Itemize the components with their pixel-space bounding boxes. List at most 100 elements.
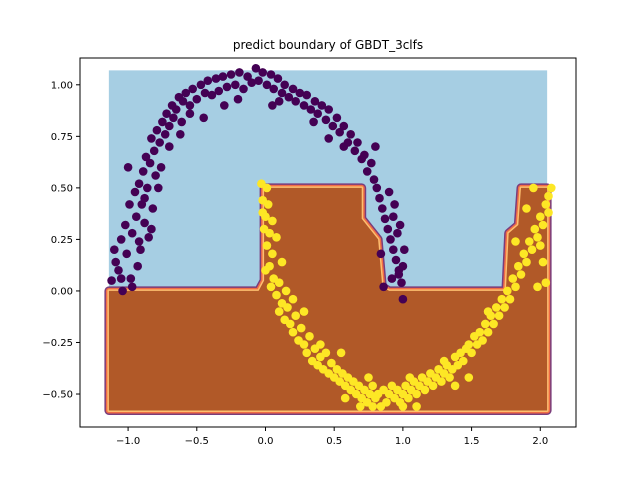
data-point-class0 xyxy=(372,183,382,193)
axes-frame xyxy=(79,57,577,428)
data-point-class1 xyxy=(536,241,545,250)
data-point-class0 xyxy=(185,109,195,118)
data-point-class1 xyxy=(299,340,309,349)
y-tick-label: 1.00 xyxy=(51,80,73,91)
data-point-class1 xyxy=(272,290,281,300)
data-point-class0 xyxy=(310,97,320,106)
x-tick-label: −1.0 xyxy=(116,436,140,447)
data-point-class0 xyxy=(268,101,277,110)
x-tick-label: 0.0 xyxy=(258,436,274,447)
y-axis-ticks: −0.50 −0.25 0.00 0.25 0.50 0.75 1.00 xyxy=(42,80,80,401)
data-point-class1 xyxy=(527,245,537,254)
data-point-class0 xyxy=(140,218,149,228)
data-point-class1 xyxy=(489,319,498,329)
data-point-class0 xyxy=(375,193,384,203)
data-point-class0 xyxy=(147,134,156,143)
data-point-class0 xyxy=(127,228,137,238)
data-point-class1 xyxy=(483,327,493,337)
data-point-class1 xyxy=(541,278,551,288)
data-point-class1 xyxy=(483,307,493,316)
data-point-class0 xyxy=(207,90,217,100)
data-point-class0 xyxy=(288,84,298,94)
data-point-class0 xyxy=(395,220,405,230)
data-point-class1 xyxy=(536,212,545,221)
data-point-class0 xyxy=(149,146,159,156)
data-point-class0 xyxy=(136,245,145,254)
x-axis-ticks: −1.0 −0.5 0.0 0.5 1.0 1.5 2.0 xyxy=(116,427,548,447)
data-point-class0 xyxy=(339,121,349,131)
data-point-class0 xyxy=(391,255,401,265)
data-point-class1 xyxy=(505,294,515,304)
data-point-class0 xyxy=(145,158,155,168)
data-point-class0 xyxy=(220,101,229,110)
data-point-class0 xyxy=(254,76,263,85)
data-point-class1 xyxy=(263,200,273,209)
data-point-class0 xyxy=(383,224,393,234)
data-point-class0 xyxy=(111,257,120,267)
data-point-class1 xyxy=(538,257,548,267)
data-point-class0 xyxy=(269,84,279,94)
data-point-class0 xyxy=(130,187,140,197)
data-point-class0 xyxy=(258,68,268,77)
data-point-class0 xyxy=(200,88,210,98)
data-point-class0 xyxy=(397,278,406,288)
data-point-class0 xyxy=(239,84,248,94)
y-tick-label: 0.50 xyxy=(51,183,73,194)
data-point-class0 xyxy=(321,115,331,125)
data-point-class1 xyxy=(522,204,531,213)
data-point-class1 xyxy=(340,393,350,403)
data-point-class1 xyxy=(268,216,277,226)
data-point-class0 xyxy=(160,130,170,139)
data-point-class0 xyxy=(133,261,142,271)
class1-region xyxy=(108,187,548,411)
data-point-class0 xyxy=(262,80,272,90)
x-tick-label: 1.5 xyxy=(464,436,480,447)
data-point-class1 xyxy=(398,402,408,411)
y-tick-label: 0.75 xyxy=(51,132,73,143)
data-point-class0 xyxy=(169,113,178,123)
data-point-class1 xyxy=(272,233,281,242)
data-point-class0 xyxy=(386,235,395,244)
data-point-class0 xyxy=(398,294,408,304)
data-point-class0 xyxy=(299,101,309,110)
data-point-class1 xyxy=(475,327,485,337)
data-point-class1 xyxy=(492,303,501,312)
data-point-class0 xyxy=(148,204,158,213)
data-point-class1 xyxy=(356,402,365,411)
data-point-class0 xyxy=(378,204,387,213)
data-point-class0 xyxy=(171,105,181,114)
data-point-class0 xyxy=(400,245,409,254)
data-point-class1 xyxy=(368,381,378,391)
data-point-class0 xyxy=(138,167,148,176)
data-point-class0 xyxy=(398,261,408,271)
data-point-class0 xyxy=(151,171,160,180)
data-point-class0 xyxy=(376,249,386,259)
data-point-class0 xyxy=(379,282,388,292)
data-point-class0 xyxy=(233,94,243,104)
data-point-class0 xyxy=(118,286,127,296)
data-point-class0 xyxy=(222,82,232,92)
x-tick-label: 2.0 xyxy=(532,436,548,447)
data-point-class1 xyxy=(258,208,268,217)
data-point-class0 xyxy=(369,175,379,184)
data-point-class0 xyxy=(291,97,301,106)
data-point-class1 xyxy=(420,385,430,395)
data-point-class1 xyxy=(291,311,301,321)
chart-title: predict boundary of GBDT_3clfs xyxy=(233,38,423,52)
data-point-class1 xyxy=(364,373,373,382)
data-point-class0 xyxy=(317,101,327,110)
data-point-class0 xyxy=(126,274,136,283)
data-point-class0 xyxy=(226,70,236,79)
data-point-class0 xyxy=(384,187,394,197)
data-point-class0 xyxy=(339,142,349,151)
data-point-class0 xyxy=(371,142,380,151)
data-point-class1 xyxy=(497,294,507,304)
data-point-class0 xyxy=(335,127,345,137)
data-point-class0 xyxy=(162,109,171,118)
data-point-class1 xyxy=(481,319,490,329)
data-point-class0 xyxy=(134,179,144,188)
scatter-points xyxy=(107,64,556,411)
data-point-class1 xyxy=(265,228,274,238)
data-point-class1 xyxy=(285,319,295,329)
data-point-class0 xyxy=(235,68,244,77)
